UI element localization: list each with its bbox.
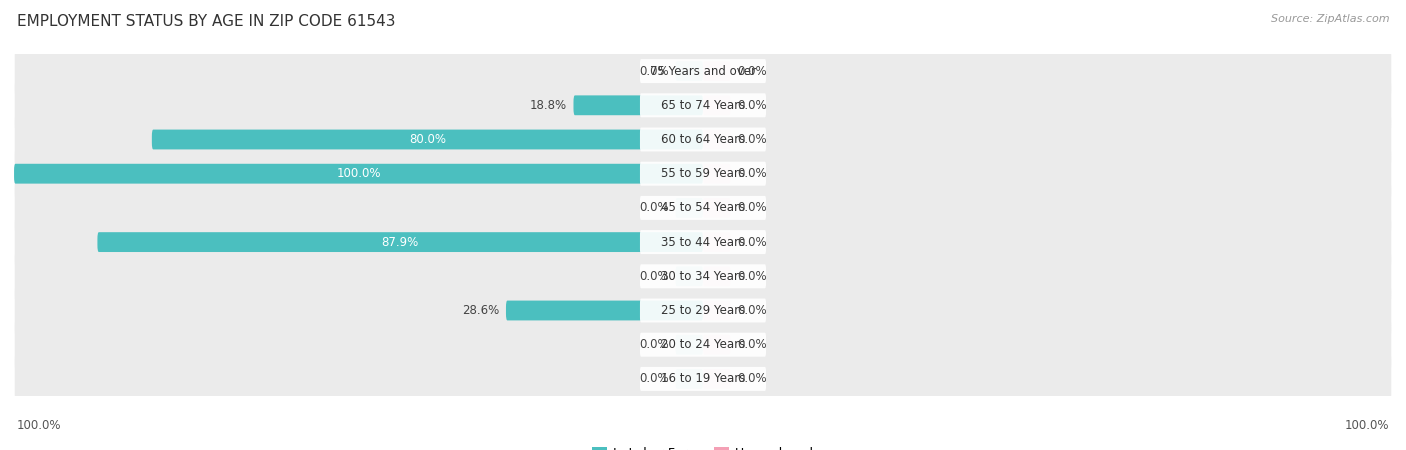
FancyBboxPatch shape (152, 130, 703, 149)
Text: 0.0%: 0.0% (738, 338, 768, 351)
FancyBboxPatch shape (14, 41, 1392, 101)
Text: 0.0%: 0.0% (738, 236, 768, 248)
FancyBboxPatch shape (14, 212, 1392, 272)
FancyBboxPatch shape (640, 93, 766, 117)
FancyBboxPatch shape (506, 301, 703, 320)
FancyBboxPatch shape (640, 333, 766, 357)
FancyBboxPatch shape (675, 198, 703, 218)
FancyBboxPatch shape (703, 266, 731, 286)
FancyBboxPatch shape (703, 164, 731, 184)
FancyBboxPatch shape (703, 130, 731, 149)
Text: 0.0%: 0.0% (738, 133, 768, 146)
FancyBboxPatch shape (14, 349, 1392, 409)
Text: 20 to 24 Years: 20 to 24 Years (661, 338, 745, 351)
FancyBboxPatch shape (14, 164, 703, 184)
FancyBboxPatch shape (640, 59, 766, 83)
Text: 100.0%: 100.0% (336, 167, 381, 180)
FancyBboxPatch shape (640, 298, 766, 323)
Text: EMPLOYMENT STATUS BY AGE IN ZIP CODE 61543: EMPLOYMENT STATUS BY AGE IN ZIP CODE 615… (17, 14, 395, 28)
Text: 0.0%: 0.0% (738, 99, 768, 112)
Text: 87.9%: 87.9% (381, 236, 419, 248)
FancyBboxPatch shape (703, 232, 731, 252)
Text: 35 to 44 Years: 35 to 44 Years (661, 236, 745, 248)
Legend: In Labor Force, Unemployed: In Labor Force, Unemployed (586, 442, 820, 450)
FancyBboxPatch shape (640, 367, 766, 391)
FancyBboxPatch shape (703, 301, 731, 320)
Text: 0.0%: 0.0% (638, 338, 669, 351)
FancyBboxPatch shape (675, 335, 703, 355)
FancyBboxPatch shape (703, 61, 731, 81)
FancyBboxPatch shape (675, 61, 703, 81)
Text: 100.0%: 100.0% (17, 419, 62, 432)
FancyBboxPatch shape (574, 95, 703, 115)
FancyBboxPatch shape (640, 127, 766, 152)
Text: 80.0%: 80.0% (409, 133, 446, 146)
Text: Source: ZipAtlas.com: Source: ZipAtlas.com (1271, 14, 1389, 23)
Text: 16 to 19 Years: 16 to 19 Years (661, 373, 745, 385)
Text: 25 to 29 Years: 25 to 29 Years (661, 304, 745, 317)
FancyBboxPatch shape (97, 232, 703, 252)
Text: 0.0%: 0.0% (738, 373, 768, 385)
FancyBboxPatch shape (703, 335, 731, 355)
Text: 0.0%: 0.0% (638, 373, 669, 385)
FancyBboxPatch shape (14, 144, 1392, 204)
FancyBboxPatch shape (640, 264, 766, 288)
Text: 100.0%: 100.0% (1344, 419, 1389, 432)
FancyBboxPatch shape (703, 198, 731, 218)
Text: 75 Years and over: 75 Years and over (650, 65, 756, 77)
FancyBboxPatch shape (703, 95, 731, 115)
FancyBboxPatch shape (14, 178, 1392, 238)
Text: 0.0%: 0.0% (638, 202, 669, 214)
Text: 0.0%: 0.0% (738, 202, 768, 214)
Text: 30 to 34 Years: 30 to 34 Years (661, 270, 745, 283)
Text: 0.0%: 0.0% (638, 270, 669, 283)
Text: 0.0%: 0.0% (738, 270, 768, 283)
Text: 28.6%: 28.6% (461, 304, 499, 317)
Text: 0.0%: 0.0% (738, 65, 768, 77)
Text: 0.0%: 0.0% (738, 167, 768, 180)
Text: 60 to 64 Years: 60 to 64 Years (661, 133, 745, 146)
FancyBboxPatch shape (14, 246, 1392, 306)
Text: 65 to 74 Years: 65 to 74 Years (661, 99, 745, 112)
FancyBboxPatch shape (640, 196, 766, 220)
Text: 45 to 54 Years: 45 to 54 Years (661, 202, 745, 214)
FancyBboxPatch shape (675, 266, 703, 286)
FancyBboxPatch shape (14, 109, 1392, 170)
Text: 0.0%: 0.0% (738, 304, 768, 317)
FancyBboxPatch shape (14, 75, 1392, 135)
FancyBboxPatch shape (640, 230, 766, 254)
FancyBboxPatch shape (703, 369, 731, 389)
Text: 18.8%: 18.8% (530, 99, 567, 112)
FancyBboxPatch shape (14, 280, 1392, 341)
FancyBboxPatch shape (640, 162, 766, 186)
Text: 0.0%: 0.0% (638, 65, 669, 77)
FancyBboxPatch shape (14, 315, 1392, 375)
Text: 55 to 59 Years: 55 to 59 Years (661, 167, 745, 180)
FancyBboxPatch shape (675, 369, 703, 389)
